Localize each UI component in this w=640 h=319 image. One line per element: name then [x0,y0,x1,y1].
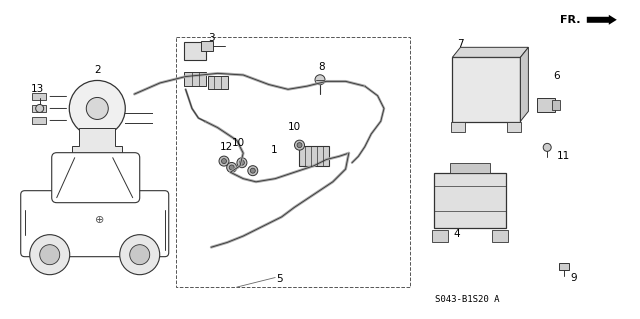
Bar [537,98,555,112]
Text: 8: 8 [318,62,324,72]
Polygon shape [452,47,529,57]
Circle shape [250,168,255,173]
Circle shape [239,160,244,165]
Text: 3: 3 [208,33,214,43]
FancyBboxPatch shape [52,153,140,203]
Bar [207,77,228,89]
Text: 1: 1 [271,145,277,155]
Text: 13: 13 [31,84,44,94]
Circle shape [86,98,108,119]
FancyArrow shape [587,15,617,25]
Bar [508,122,522,132]
Bar [559,263,570,270]
Circle shape [221,159,227,164]
Bar [201,41,213,51]
Text: ⊕: ⊕ [95,215,104,225]
Circle shape [219,156,229,166]
Circle shape [315,75,325,85]
Circle shape [40,245,60,265]
Bar [435,174,506,228]
Bar [32,93,46,100]
Bar [299,146,328,166]
Text: FR.: FR. [560,15,581,25]
Circle shape [543,143,551,152]
Bar [32,117,46,124]
Bar [552,100,560,110]
Circle shape [248,166,258,176]
Circle shape [297,143,302,148]
Bar [492,230,508,242]
Text: S043-B1S20 A: S043-B1S20 A [435,295,499,304]
Bar [451,122,465,132]
Text: 10: 10 [288,122,301,132]
Circle shape [36,104,44,113]
Text: 12: 12 [220,142,233,152]
Text: 4: 4 [454,229,460,240]
Bar [176,37,410,287]
Text: 7: 7 [458,39,464,49]
Text: 5: 5 [276,274,283,284]
Bar [451,163,490,173]
Circle shape [229,165,234,170]
Bar [184,42,206,60]
Polygon shape [520,47,529,121]
Polygon shape [72,129,122,156]
Circle shape [120,235,160,275]
Bar [452,57,520,122]
Circle shape [29,235,70,275]
Circle shape [69,80,125,137]
Text: 9: 9 [571,272,577,283]
Bar [433,230,449,242]
Bar [32,105,46,112]
FancyBboxPatch shape [20,191,169,257]
Text: 2: 2 [94,64,100,75]
Text: 11: 11 [557,151,570,161]
Circle shape [227,162,237,173]
Text: 10: 10 [232,138,244,148]
Circle shape [294,140,305,150]
Circle shape [130,245,150,265]
Circle shape [237,158,247,168]
Bar [184,72,206,86]
Text: 6: 6 [554,71,560,81]
